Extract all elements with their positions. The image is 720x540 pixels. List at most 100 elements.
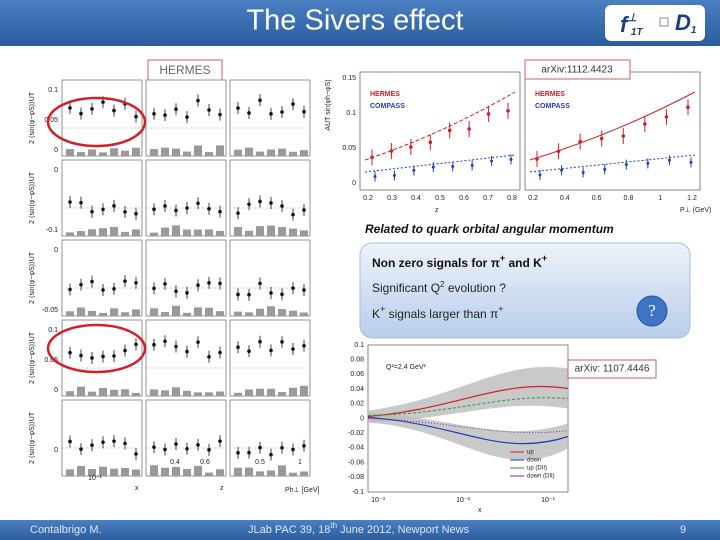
histogram bbox=[132, 392, 140, 396]
point bbox=[556, 149, 561, 154]
legend-entry: HERMES bbox=[370, 91, 400, 98]
point bbox=[269, 201, 273, 205]
x-axis-label: x bbox=[478, 507, 482, 514]
histogram bbox=[77, 231, 85, 236]
histogram bbox=[132, 229, 140, 236]
y-axis-label: 2 ⟨sin(φ−φS)⟩UT bbox=[28, 91, 36, 144]
y-axis-label: 2 ⟨sin(φ−φS)⟩UT bbox=[28, 411, 36, 464]
y-tick-label: 0.08 bbox=[350, 357, 364, 364]
point bbox=[90, 279, 94, 284]
histogram bbox=[256, 151, 264, 156]
histogram bbox=[183, 151, 191, 156]
point bbox=[79, 200, 83, 205]
histogram bbox=[161, 227, 169, 236]
point bbox=[68, 287, 72, 292]
point bbox=[291, 102, 295, 106]
point bbox=[291, 286, 295, 290]
histogram bbox=[121, 150, 129, 156]
point bbox=[269, 452, 273, 457]
top-plots: AUT sin(φh−φS) HERMES COMPASS 0.2 0.3 0.4 0.5 0… bbox=[325, 71, 711, 214]
histogram bbox=[205, 152, 213, 156]
y-tick-label: 0 bbox=[360, 415, 364, 422]
point bbox=[280, 340, 284, 344]
point bbox=[560, 168, 564, 172]
point bbox=[280, 445, 284, 450]
histogram bbox=[172, 387, 180, 396]
histogram bbox=[99, 228, 107, 236]
histogram bbox=[256, 471, 264, 476]
curve bbox=[367, 385, 569, 418]
point bbox=[174, 208, 178, 213]
logo-part: f bbox=[620, 12, 630, 37]
legend-entry: COMPASS bbox=[370, 103, 405, 110]
histogram bbox=[234, 311, 242, 316]
footer-event: JLab PAC 39, 18th June 2012, Newport New… bbox=[248, 521, 470, 536]
histogram bbox=[205, 472, 213, 476]
point bbox=[218, 281, 222, 286]
histogram bbox=[278, 465, 286, 476]
y-tick-label: 0 bbox=[54, 167, 58, 174]
point bbox=[101, 354, 105, 359]
x-tick-label: 0.6 bbox=[200, 459, 210, 466]
point bbox=[79, 353, 83, 358]
point bbox=[90, 107, 94, 111]
y-tick-label: 0.04 bbox=[350, 386, 364, 393]
x-tick-label: 0.6 bbox=[459, 195, 469, 202]
point bbox=[123, 279, 127, 283]
y-tick-label: 0.05 bbox=[44, 357, 58, 364]
point bbox=[196, 283, 200, 288]
question-badge bbox=[636, 295, 668, 327]
histogram bbox=[161, 311, 169, 316]
point bbox=[152, 207, 156, 212]
histogram bbox=[110, 308, 118, 316]
point bbox=[291, 212, 295, 217]
histogram bbox=[234, 392, 242, 396]
point bbox=[163, 113, 167, 117]
point bbox=[185, 446, 189, 451]
point bbox=[280, 292, 284, 297]
histogram bbox=[216, 145, 224, 156]
point bbox=[258, 281, 262, 286]
x-axis-label: z bbox=[220, 485, 224, 492]
x-tick-label: 0.4 bbox=[411, 195, 421, 202]
logo-square bbox=[659, 17, 669, 27]
y-tick-label: 0 bbox=[352, 180, 356, 187]
point bbox=[90, 443, 94, 447]
histogram bbox=[205, 392, 213, 396]
histogram bbox=[172, 305, 180, 316]
y-tick-label: 0.1 bbox=[346, 110, 356, 117]
y-tick-label: 0.06 bbox=[350, 371, 364, 378]
point bbox=[152, 445, 156, 450]
point bbox=[291, 447, 295, 452]
histogram bbox=[132, 469, 140, 476]
histogram bbox=[205, 307, 213, 316]
histogram bbox=[172, 148, 180, 156]
point bbox=[207, 354, 211, 359]
histogram bbox=[88, 149, 96, 156]
point bbox=[68, 439, 72, 444]
y-tick-label: 0 bbox=[54, 147, 58, 154]
x-axis-label: Ph⊥ [GeV] bbox=[285, 487, 320, 494]
point bbox=[373, 174, 377, 178]
point bbox=[302, 109, 306, 114]
panel-frame bbox=[229, 159, 311, 237]
histogram bbox=[88, 469, 96, 476]
text: signals larger than bbox=[385, 307, 490, 321]
histogram bbox=[99, 312, 107, 316]
point bbox=[428, 140, 433, 145]
histogram bbox=[110, 468, 118, 476]
point bbox=[506, 109, 510, 113]
histogram bbox=[66, 311, 74, 316]
y-tick-label: 0.15 bbox=[342, 75, 356, 82]
x-tick-label: 0.8 bbox=[624, 195, 634, 202]
histogram bbox=[183, 312, 191, 316]
point bbox=[174, 344, 178, 349]
panel-frame bbox=[61, 239, 143, 317]
point bbox=[123, 348, 127, 353]
x-tick-label: 0.5 bbox=[435, 195, 445, 202]
point bbox=[603, 167, 607, 171]
histogram bbox=[132, 147, 140, 156]
x-axis-label: P⊥ (GeV) bbox=[680, 207, 711, 214]
panel-frame bbox=[145, 399, 227, 477]
text: 2 bbox=[440, 280, 445, 289]
